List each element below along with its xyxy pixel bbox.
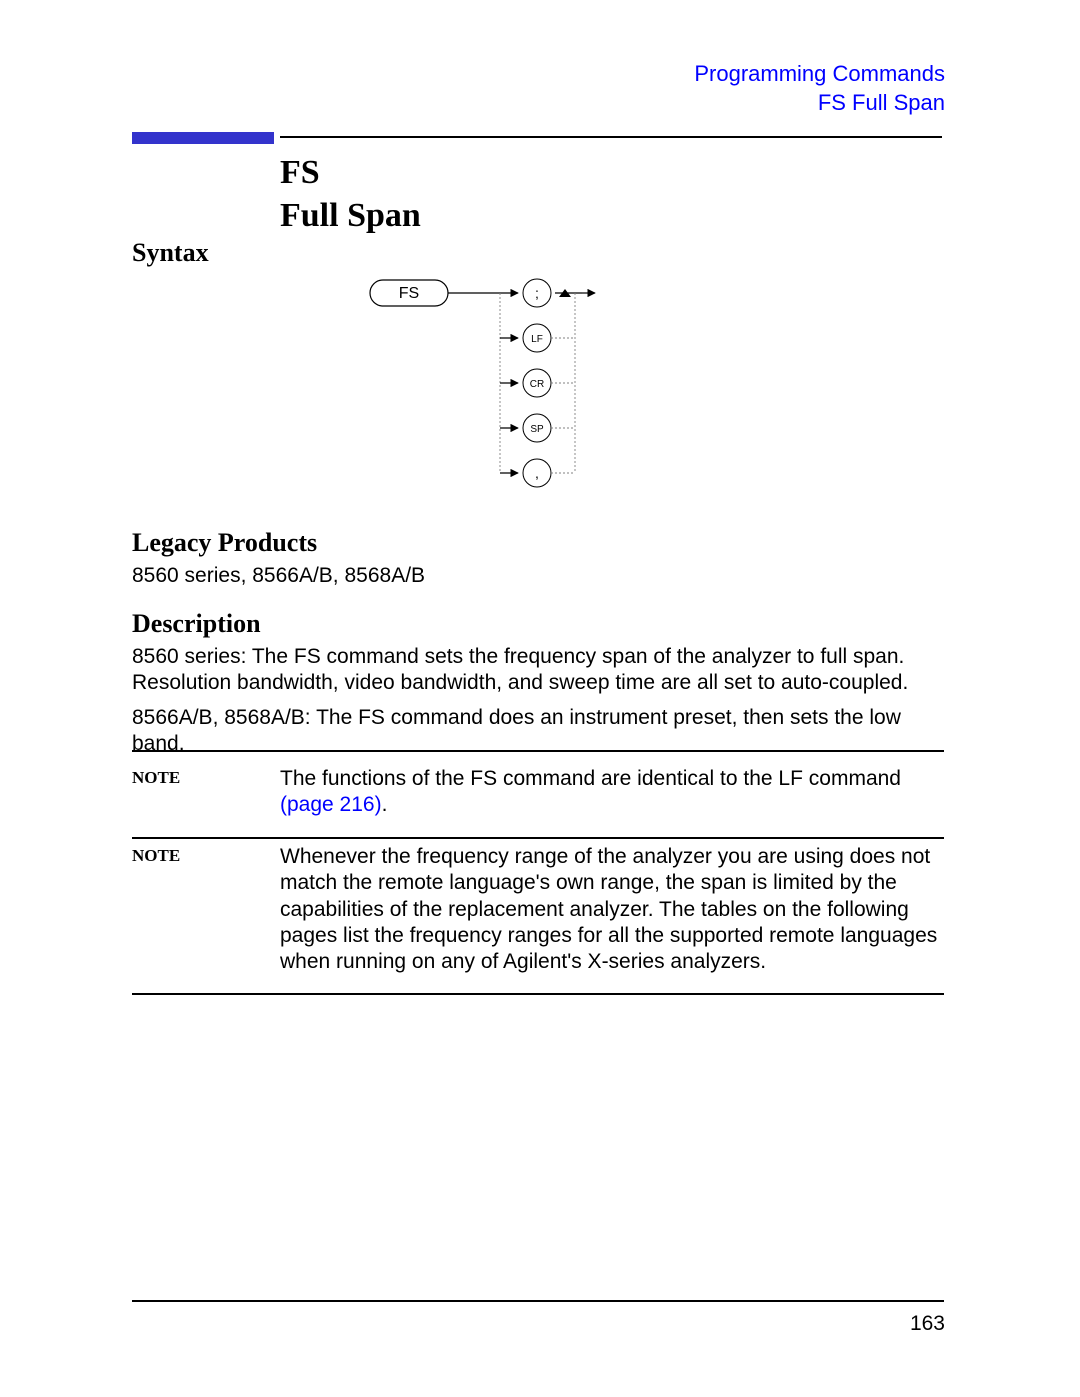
syntax-heading: Syntax: [132, 238, 209, 268]
footer-rule: [132, 1300, 944, 1302]
note1-post: .: [382, 793, 388, 816]
legacy-products-text: 8560 series, 8566A/B, 8568A/B: [132, 563, 942, 589]
page-header: Programming Commands FS Full Span: [694, 60, 945, 117]
term-label: ,: [535, 465, 539, 481]
top-rule: [280, 136, 942, 138]
term-label: CR: [530, 379, 544, 390]
header-line2: FS Full Span: [694, 89, 945, 118]
title-line1: FS: [280, 152, 421, 195]
header-line1: Programming Commands: [694, 60, 945, 89]
note-block-2: NOTE Whenever the frequency range of the…: [132, 830, 944, 995]
note1-pre: The functions of the FS command are iden…: [280, 767, 901, 790]
note1-link[interactable]: (page 216): [280, 793, 382, 816]
page-number: 163: [910, 1312, 945, 1336]
page-title: FS Full Span: [280, 152, 421, 237]
legacy-products-heading: Legacy Products: [132, 528, 317, 558]
page: Programming Commands FS Full Span FS Ful…: [0, 0, 1080, 1397]
note-rule: [132, 993, 944, 995]
description-heading: Description: [132, 609, 261, 639]
note-label: NOTE: [132, 844, 280, 866]
note-body-1: The functions of the FS command are iden…: [280, 766, 944, 819]
diagram-cmd-label: FS: [399, 285, 419, 302]
note-body-2: Whenever the frequency range of the anal…: [280, 844, 944, 975]
note-label: NOTE: [132, 766, 280, 788]
term-label: LF: [531, 334, 543, 345]
note-block-1: NOTE The functions of the FS command are…: [132, 750, 944, 839]
syntax-diagram: FS ; LF CR SP ,: [360, 272, 630, 502]
title-line2: Full Span: [280, 195, 421, 238]
term-label: ;: [535, 285, 539, 301]
description-p1: 8560 series: The FS command sets the fre…: [132, 644, 942, 697]
accent-bar: [132, 132, 274, 144]
term-label: SP: [530, 424, 544, 435]
